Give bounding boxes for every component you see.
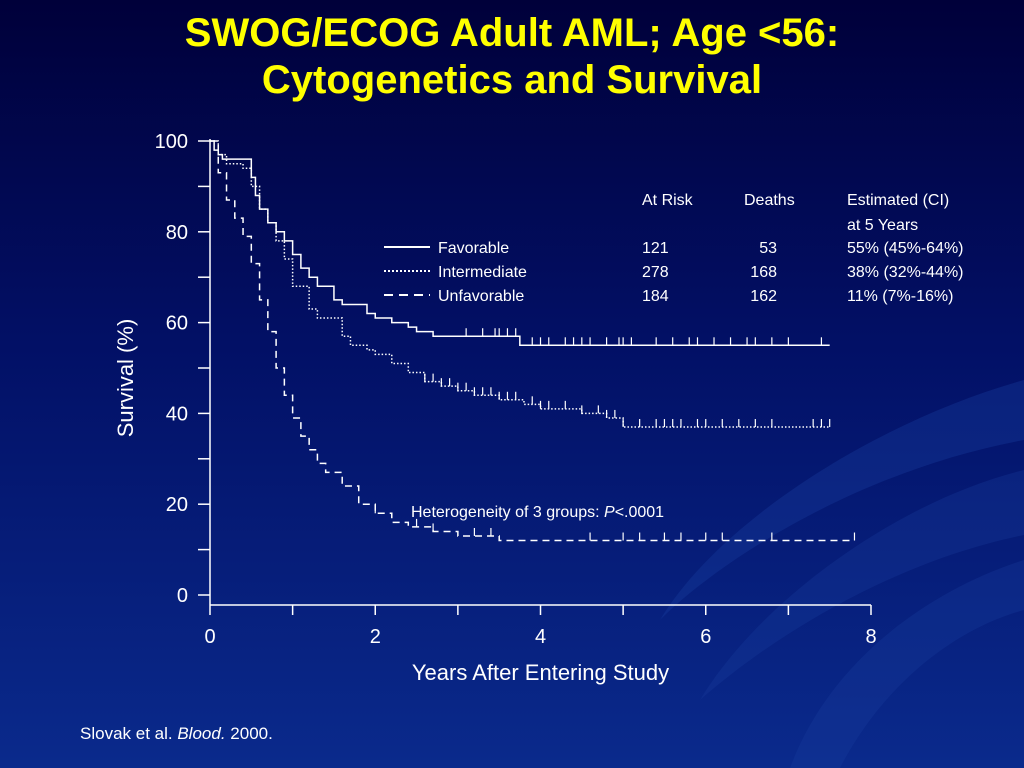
y-axis-label: Survival (%) xyxy=(113,319,138,438)
y-tick-label: 100 xyxy=(155,131,188,153)
x-tick-label: 6 xyxy=(700,626,711,648)
chart-legend: At Risk Deaths Estimated (CI) at 5 Years Fav… xyxy=(384,192,964,305)
x-tick-label: 0 xyxy=(204,626,215,648)
x-tick-label: 4 xyxy=(535,626,546,648)
table-header: Estimated (CI) xyxy=(847,192,949,209)
table-header: Deaths xyxy=(744,192,795,209)
legend-label-intermediate: Intermediate xyxy=(438,264,527,281)
table-header: At Risk xyxy=(642,192,694,209)
legend-label-unfavorable: Unfavorable xyxy=(438,288,524,305)
deaths-value-unfavorable: 162 xyxy=(750,288,777,305)
curve-favorable xyxy=(210,140,830,347)
y-tick-label: 20 xyxy=(166,494,188,516)
title-line-1: SWOG/ECOG Adult AML; Age <56: xyxy=(184,11,840,55)
citation-year: 2000. xyxy=(230,724,273,743)
x-axis-label: Years After Entering Study xyxy=(412,660,669,685)
deaths-value-intermediate: 168 xyxy=(750,264,777,281)
y-tick-label: 60 xyxy=(166,313,188,335)
annotation-prefix: Heterogeneity of 3 groups: xyxy=(411,504,604,521)
curve-intermediate xyxy=(210,140,830,428)
y-tick-label: 0 xyxy=(177,585,188,607)
estimate-value-favorable: 55% (45%-64%) xyxy=(847,240,964,257)
estimate-value-unfavorable: 11% (7%-16%) xyxy=(847,288,953,305)
title-line-2: Cytogenetics and Survival xyxy=(261,58,763,102)
estimate-value-intermediate: 38% (32%-44%) xyxy=(847,264,964,281)
x-tick-label: 8 xyxy=(865,626,876,648)
y-tick-label: 40 xyxy=(166,403,188,425)
deaths-value-favorable: 53 xyxy=(759,240,777,257)
chart-axes: 0 20 40 60 80 100 0 2 4 6 8 Years After Entering St… xyxy=(113,131,877,685)
heterogeneity-annotation: Heterogeneity of 3 groups: P<.0001 xyxy=(411,504,664,521)
at-risk-value-intermediate: 278 xyxy=(642,264,669,281)
legend-label-favorable: Favorable xyxy=(438,240,509,257)
survival-curves xyxy=(210,140,856,542)
slide-title: SWOG/ECOG Adult AML; Age <56: Cytogeneti… xyxy=(0,10,1024,104)
curve-unfavorable xyxy=(210,140,855,542)
annotation-p-value: <.0001 xyxy=(615,504,664,521)
citation-authors: Slovak et al. xyxy=(80,724,173,743)
x-tick-label: 2 xyxy=(370,626,381,648)
citation: Slovak et al. Blood. 2000. xyxy=(80,724,273,744)
y-tick-label: 80 xyxy=(166,222,188,244)
at-risk-value-unfavorable: 184 xyxy=(642,288,669,305)
annotation-p-symbol: P xyxy=(604,504,615,521)
citation-journal: Blood. xyxy=(177,724,226,743)
at-risk-value-favorable: 121 xyxy=(642,240,669,257)
table-header: at 5 Years xyxy=(847,217,918,234)
